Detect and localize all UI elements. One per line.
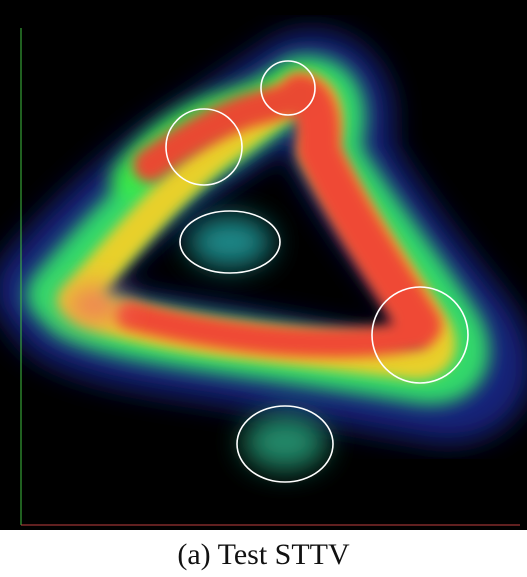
figure-caption: (a) Test STTV xyxy=(177,538,350,571)
circle-marker xyxy=(165,108,243,186)
density-core-red xyxy=(115,73,442,358)
density-heatmap xyxy=(0,28,527,526)
circle-marker xyxy=(371,286,469,384)
circle-markers xyxy=(165,60,469,483)
circle-marker xyxy=(236,405,334,483)
density-heatmap-figure xyxy=(0,0,527,530)
circle-marker xyxy=(179,210,281,274)
density-blobs xyxy=(65,216,327,470)
circle-marker xyxy=(260,60,316,116)
